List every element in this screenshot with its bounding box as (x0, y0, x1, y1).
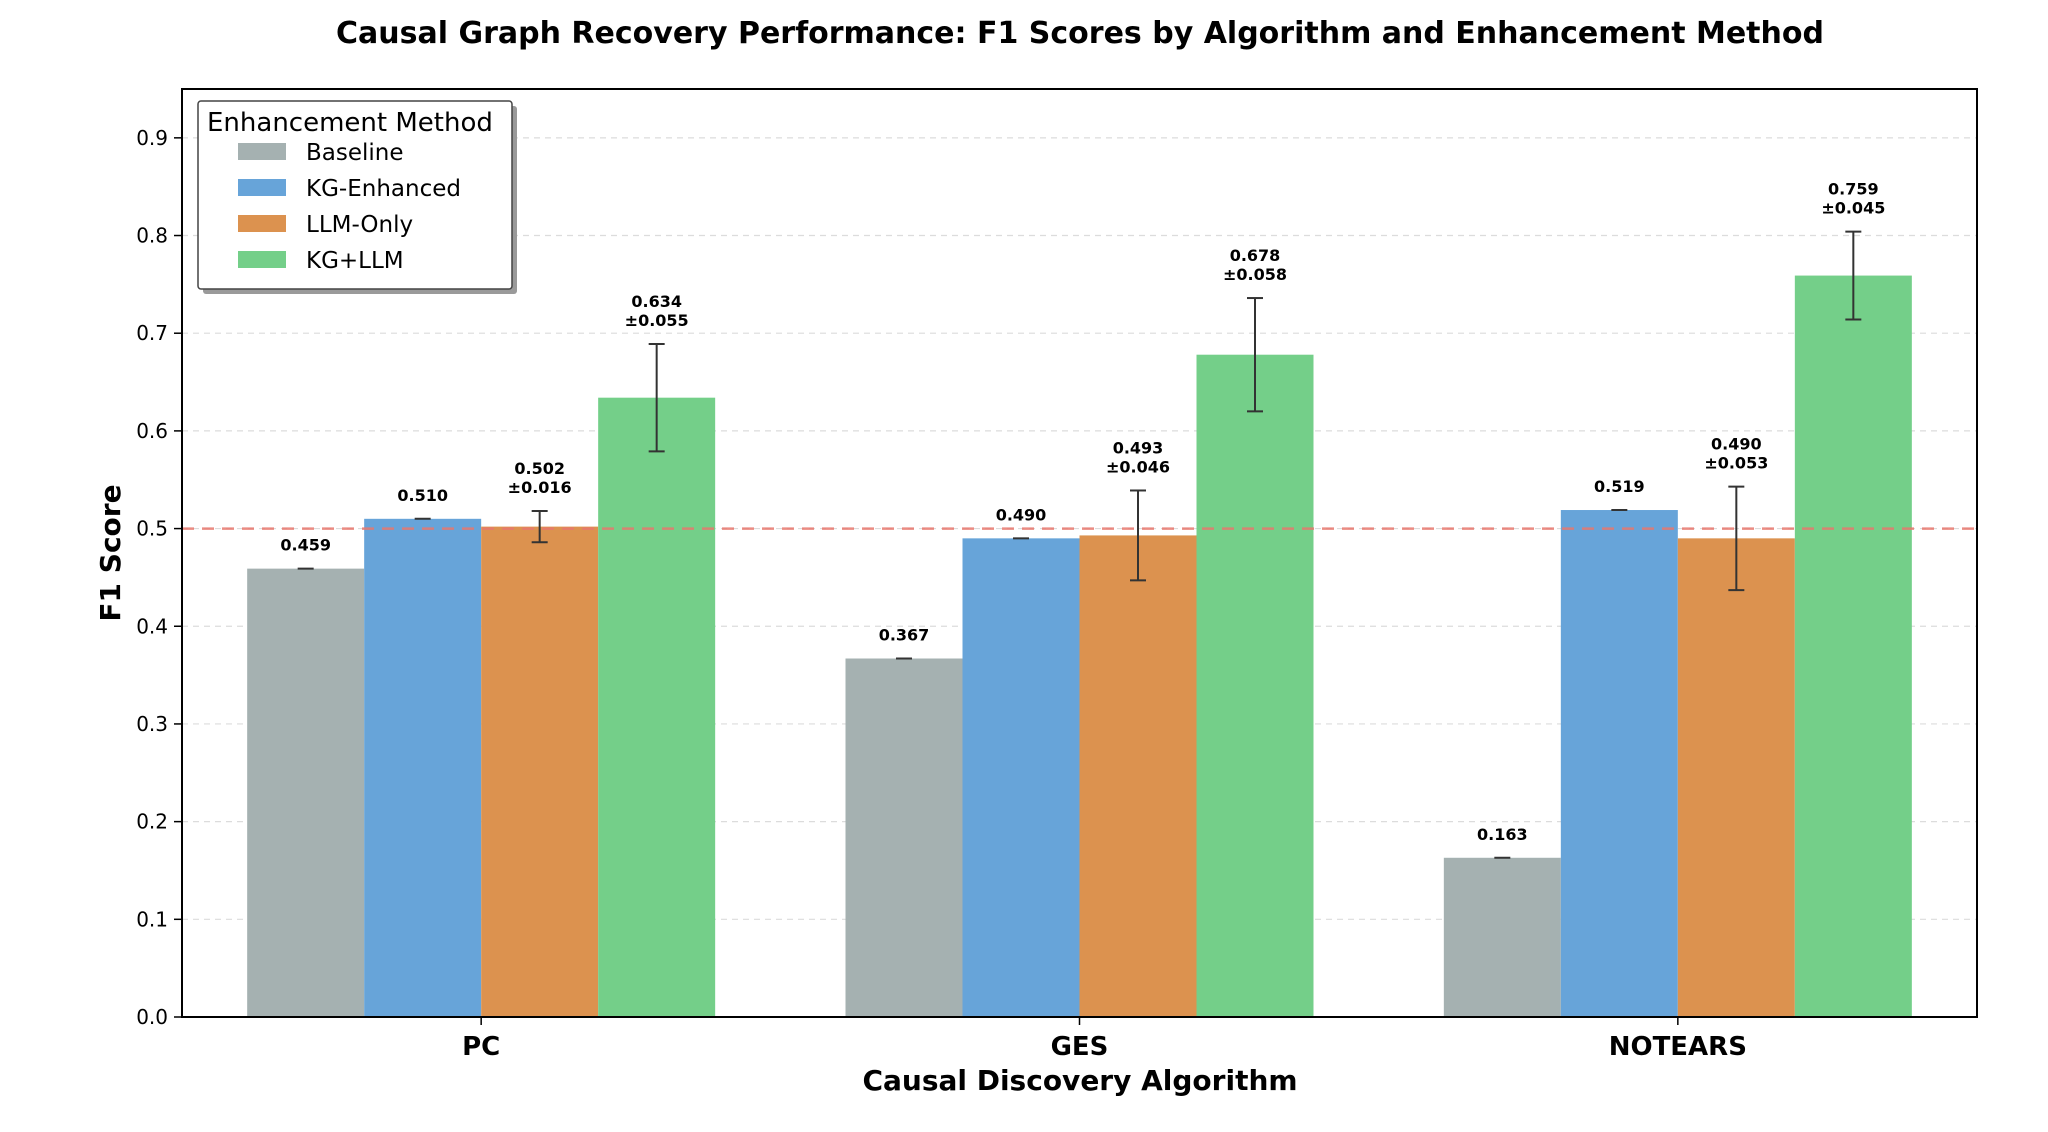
legend-swatch (238, 215, 286, 232)
bar (1560, 510, 1678, 1017)
legend: Enhancement Method Baseline KG-Enhanced LL… (197, 100, 517, 294)
bar (598, 397, 716, 1017)
bar-value-label: 0.459 (280, 536, 331, 555)
bar-value-label-line: 0.510 (397, 486, 448, 505)
bar-value-label-line: ±0.058 (1223, 265, 1287, 284)
bar-value-label-line: ±0.016 (508, 478, 572, 497)
legend-swatch (238, 143, 286, 160)
legend-title: Enhancement Method (207, 108, 493, 138)
bar (962, 538, 1080, 1017)
chart-title: Causal Graph Recovery Performance: F1 Sc… (336, 16, 1824, 51)
y-axis: 0.0 0.1 0.2 0.3 0.4 0.5 0.6 0.7 0.8 0.9 (136, 126, 182, 1029)
bar-value-label: 0.367 (879, 625, 930, 644)
bars (247, 275, 1912, 1017)
legend-label: LLM-Only (306, 212, 413, 238)
y-tick-label: 0.2 (136, 810, 168, 834)
y-tick-label: 0.5 (136, 517, 168, 541)
bar (1196, 354, 1314, 1017)
legend-label: Baseline (306, 140, 404, 166)
bar (364, 518, 482, 1017)
bar (1443, 857, 1561, 1017)
legend-swatch (238, 251, 286, 268)
bar-value-label: 0.510 (397, 486, 448, 505)
bar-value-label: 0.490 (996, 505, 1047, 524)
bar (247, 568, 365, 1017)
bar-value-label: 0.678 ±0.058 (1223, 246, 1287, 284)
x-axis: PC GES NOTEARS (462, 1017, 1747, 1062)
y-axis-title: F1 Score (94, 484, 127, 621)
bar-value-label-line: 0.367 (879, 625, 930, 644)
bar-value-label-line: 0.678 (1230, 246, 1281, 265)
bar-value-label-line: 0.759 (1828, 180, 1879, 199)
bar-value-label-line: ±0.045 (1821, 199, 1885, 218)
x-axis-title: Causal Discovery Algorithm (862, 1064, 1297, 1097)
bar-value-label: 0.163 (1477, 825, 1528, 844)
legend-label: KG-Enhanced (306, 176, 461, 202)
bar-value-label: 0.502 ±0.016 (508, 459, 572, 497)
bar-value-label-line: 0.634 (631, 292, 682, 311)
bar-value-label-line: 0.490 (1711, 435, 1762, 454)
x-tick-label: NOTEARS (1609, 1032, 1747, 1062)
y-tick-label: 0.6 (136, 419, 168, 443)
bar (1079, 535, 1197, 1017)
y-tick-label: 0.8 (136, 224, 168, 248)
bar-value-label-line: 0.163 (1477, 825, 1528, 844)
legend-items: Baseline KG-Enhanced LLM-Only KG+LLM (238, 140, 461, 274)
bar-labels: 0.459 0.367 0.163 0.510 0.490 0.519 0.502 ±0.01… (280, 180, 1885, 844)
bar-value-label-line: 0.519 (1594, 477, 1645, 496)
bar-value-label: 0.759 ±0.045 (1821, 180, 1885, 218)
bar-value-label: 0.634 ±0.055 (625, 292, 689, 330)
legend-label: KG+LLM (306, 248, 404, 274)
bar-value-label: 0.493 ±0.046 (1106, 438, 1170, 476)
y-tick-label: 0.0 (136, 1005, 168, 1029)
bar-value-label-line: 0.459 (280, 536, 331, 555)
bar-value-label: 0.519 (1594, 477, 1645, 496)
bar-value-label-line: ±0.055 (625, 311, 689, 330)
bar (481, 526, 599, 1017)
bar-value-label-line: 0.493 (1113, 438, 1164, 457)
bar-value-label-line: 0.502 (514, 459, 565, 478)
y-tick-label: 0.3 (136, 712, 168, 736)
y-tick-label: 0.7 (136, 321, 168, 345)
bar-value-label-line: ±0.046 (1106, 457, 1170, 476)
bar (1794, 275, 1912, 1017)
error-bars (297, 230, 1862, 859)
x-tick-label: PC (462, 1032, 500, 1062)
bar (845, 658, 963, 1017)
bar-value-label-line: 0.490 (996, 505, 1047, 524)
bar-value-label: 0.490 ±0.053 (1704, 435, 1768, 473)
y-tick-label: 0.4 (136, 614, 168, 638)
x-tick-label: GES (1051, 1032, 1109, 1062)
y-tick-label: 0.1 (136, 907, 168, 931)
bar (1677, 538, 1795, 1017)
bar-value-label-line: ±0.053 (1704, 454, 1768, 473)
y-tick-label: 0.9 (136, 126, 168, 150)
legend-swatch (238, 179, 286, 196)
